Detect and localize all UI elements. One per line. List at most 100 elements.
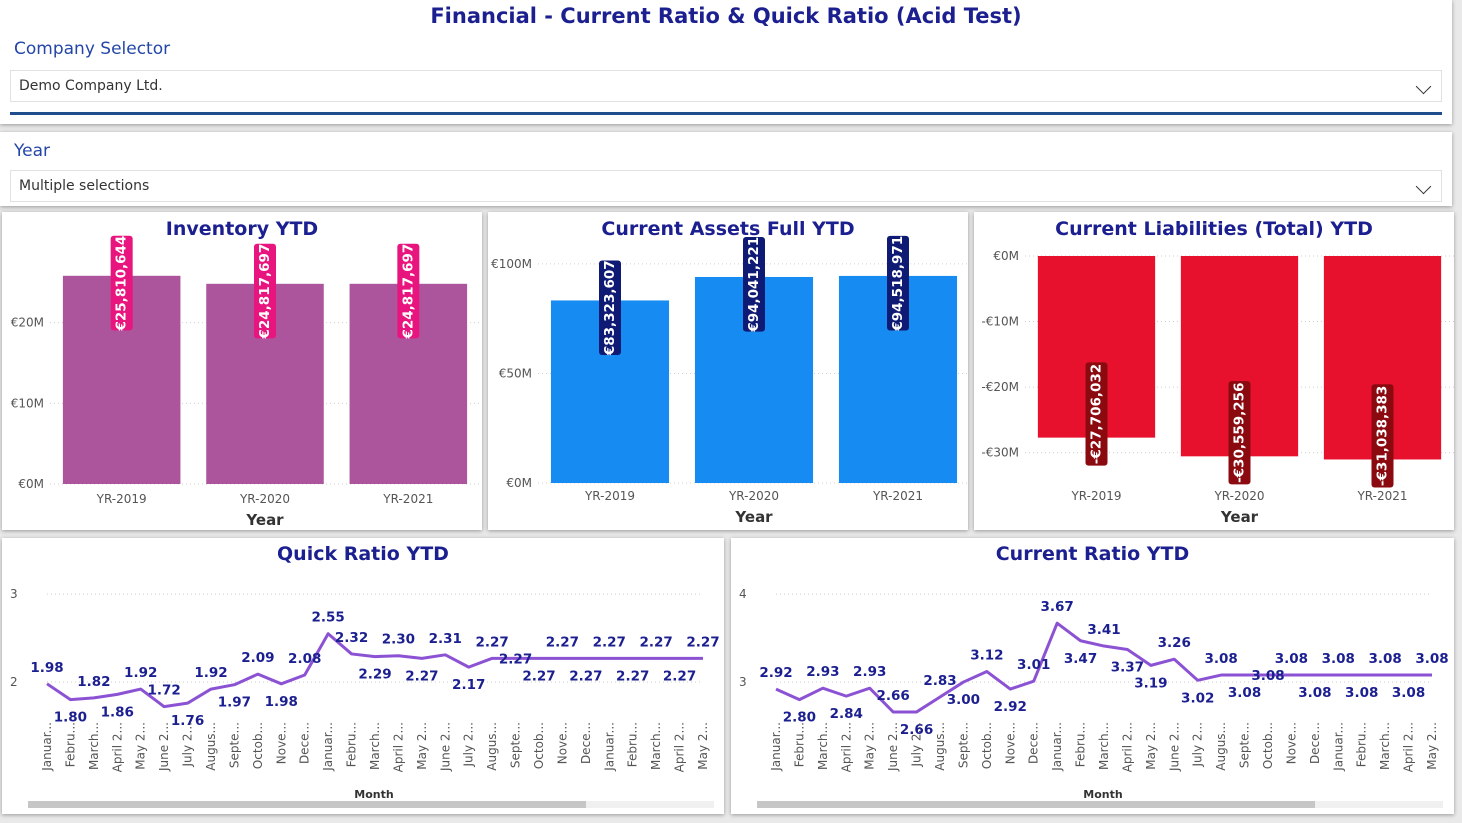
y-tick-label: €100M [491,257,532,271]
data-label: 3.67 [1040,599,1073,615]
data-label: 2.92 [759,665,792,681]
x-tick-label: Octob... [1261,722,1275,769]
assets-chart-card: Current Assets Full YTD €0M €50M €100M €83,… [488,212,968,530]
x-tick-label: May 2... [863,722,877,770]
inventory-bar-chart: €0M €10M €20M €25,810,644 YR-2019 €24,817,697… [11,235,480,529]
data-label: 2.27 [522,668,555,684]
x-tick-label: June 2... [157,722,171,772]
data-label-box [110,235,133,331]
data-label: 2.27 [405,668,438,684]
data-label: 3.00 [947,692,980,708]
x-tick-label: YR-2019 [1070,489,1121,503]
x-tick-label: Dece... [1308,722,1322,764]
x-tick-label: Augus... [485,722,499,771]
y-tick-label: €0M [506,476,532,490]
data-label: 3.19 [1134,675,1167,691]
data-label: 1.92 [124,665,157,681]
x-tick-label: March... [87,722,101,770]
x-tick-label: Octob... [532,722,546,769]
data-label: 3.37 [1111,660,1144,676]
data-label: €94,518,971 [890,236,906,332]
data-label: 2.66 [900,722,933,738]
data-label: 2.27 [639,634,672,650]
year-selector-card: Year Multiple selections [0,132,1452,206]
page-title: Financial - Current Ratio & Quick Ratio … [430,4,1022,28]
chevron-down-icon[interactable] [1415,78,1432,95]
x-tick-label: Febru... [792,722,806,767]
current-ratio-chart-title: Current Ratio YTD [995,543,1190,565]
data-label: 1.82 [77,674,110,690]
x-tick-label: Septe... [509,722,523,768]
x-tick-label: July 2... [1191,722,1205,767]
x-tick-label: July 2... [910,722,924,767]
x-tick-label: Dece... [1027,722,1041,764]
data-label-box [1371,384,1394,488]
data-label: 3.08 [1298,685,1331,701]
x-axis-title: Month [1083,788,1122,801]
x-tick-label: May 2... [1144,722,1158,770]
data-label: 2.84 [830,706,863,722]
x-tick-label: YR-2020 [239,492,290,506]
scrollbar-thumb[interactable] [28,801,586,808]
x-tick-label: May 2... [696,722,710,770]
data-label: 3.08 [1228,685,1261,701]
x-tick-label: Febru... [345,722,359,767]
x-tick-label: Januar... [40,722,54,772]
y-tick-label: €10M [11,396,44,410]
assets-chart-title: Current Assets Full YTD [601,218,855,240]
current-ratio-chart-card: Current Ratio YTD 3 4 2.92 Januar... 2.80 Feb… [731,538,1454,814]
header-card: Financial - Current Ratio & Quick Ratio … [0,0,1452,124]
x-tick-label: YR-2019 [584,489,635,503]
data-label: 1.98 [265,694,298,710]
company-selector-dropdown[interactable]: Demo Company Ltd. [10,70,1442,102]
x-tick-label: April 2... [391,722,405,772]
data-label: 1.92 [194,665,227,681]
data-label: 1.98 [30,660,63,676]
x-tick-label: Septe... [227,722,241,768]
x-tick-label: Januar... [769,722,783,772]
x-tick-label: Octob... [980,722,994,769]
chevron-down-icon[interactable] [1415,178,1432,195]
data-label: 1.86 [101,704,134,720]
x-tick-label: YR-2020 [728,489,779,503]
current-ratio-scrollbar[interactable] [757,801,1443,808]
data-label: 2.27 [686,634,719,650]
y-tick-label: €0M [993,249,1019,263]
data-label: -€27,706,032 [1089,364,1105,464]
data-label: 2.55 [311,610,344,626]
data-label: 3.08 [1345,685,1378,701]
x-tick-label: Septe... [1238,722,1252,768]
x-tick-label: YR-2021 [1356,489,1407,503]
data-label: €24,817,697 [400,244,416,340]
data-label: 2.80 [783,710,816,726]
liabilities-chart-card: Current Liabilities (Total) YTD €0M -€10M… [974,212,1454,530]
x-tick-label: July 2... [181,722,195,767]
x-tick-label: April 2... [673,722,687,772]
data-label: 3.08 [1251,668,1284,684]
y-tick-label: €50M [499,366,532,380]
x-tick-label: Octob... [251,722,265,769]
data-label: €24,817,697 [257,244,273,340]
data-label: 3.08 [1368,651,1401,667]
data-label: 3.41 [1087,622,1120,638]
scrollbar-thumb[interactable] [757,801,1315,808]
inventory-chart-title: Inventory YTD [165,218,319,240]
data-label: 3.08 [1392,685,1425,701]
x-tick-label: Januar... [1331,722,1345,772]
liabilities-bar-chart: €0M -€10M -€20M -€30M -€27,706,032 YR-2019 -€3… [981,249,1454,526]
x-tick-label: May 2... [134,722,148,770]
x-tick-label: May 2... [415,722,429,770]
x-tick-label: April 2... [1402,722,1416,772]
quick-ratio-scrollbar[interactable] [28,801,714,808]
x-tick-label: Febru... [1074,722,1088,767]
data-label: 2.93 [853,664,886,680]
x-tick-label: Febru... [63,722,77,767]
data-label: €83,323,607 [602,260,618,356]
x-tick-label: Nove... [555,722,569,764]
x-tick-label: Augus... [1214,722,1228,771]
x-tick-label: Nove... [274,722,288,764]
data-label: -€30,559,256 [1232,383,1248,483]
data-label-box [887,235,909,331]
year-selector-dropdown[interactable]: Multiple selections [10,170,1442,202]
y-tick-label: -€10M [981,315,1019,329]
